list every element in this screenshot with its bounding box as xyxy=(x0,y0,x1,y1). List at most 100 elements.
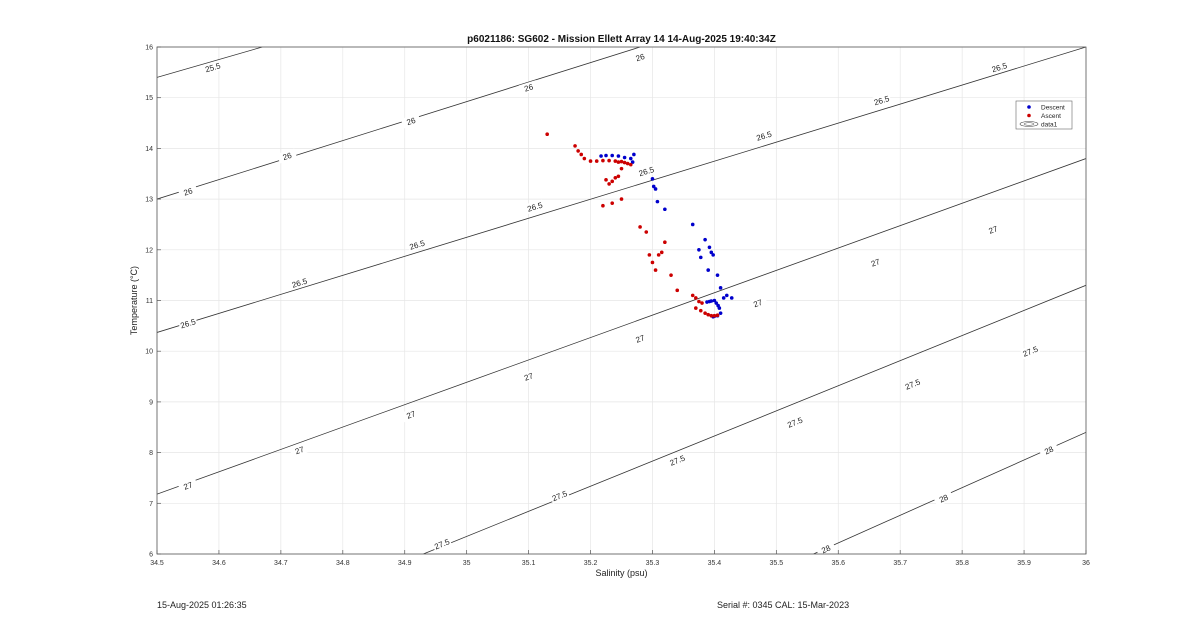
contour-label-bg xyxy=(518,80,539,96)
ascent-point xyxy=(601,203,605,208)
ascent-point xyxy=(669,273,673,277)
ascent-point xyxy=(619,166,624,171)
contour-label-bg xyxy=(177,477,199,494)
y-tick-label: 10 xyxy=(145,349,153,356)
descent-point xyxy=(616,154,621,158)
ascent-point xyxy=(604,178,608,182)
ascent-point xyxy=(616,174,621,179)
descent-point xyxy=(709,299,714,303)
x-tick-label: 35 xyxy=(463,560,471,567)
contour-label: 27 xyxy=(870,257,882,269)
ascent-point xyxy=(703,311,707,315)
ascent-point xyxy=(638,225,642,229)
contour-label-bg xyxy=(289,442,310,458)
ascent-point xyxy=(588,159,593,163)
descent-point xyxy=(698,255,703,260)
ascent-point xyxy=(622,160,627,165)
ascent-point xyxy=(700,301,704,305)
x-tick-label: 35.2 xyxy=(584,560,598,567)
contour-label: 26.5 xyxy=(526,200,544,213)
contour-label: 27 xyxy=(988,224,1000,236)
y-tick-label: 9 xyxy=(149,399,153,406)
contour-label-bg xyxy=(784,414,806,431)
footer-serial-cal: Serial #: 0345 CAL: 15-Mar-2023 xyxy=(717,600,850,610)
ascent-point xyxy=(610,201,615,205)
descent-point xyxy=(714,301,719,305)
contour-label-bg xyxy=(289,275,310,291)
ascent-point xyxy=(698,308,703,313)
x-tick-label: 35.8 xyxy=(955,560,969,567)
ascent-point xyxy=(659,250,664,255)
ascent-point xyxy=(607,158,611,163)
x-tick-label: 35.1 xyxy=(522,560,536,567)
contour-label: 25.5 xyxy=(204,61,222,74)
contour-label-bg xyxy=(431,535,453,552)
descent-point xyxy=(706,268,711,272)
contour-label-bg xyxy=(933,489,954,507)
contour-label: 26 xyxy=(282,151,294,162)
contour-label-bg xyxy=(989,59,1010,75)
density-contours: 25.5 26 26 26 26 26 26.5 26.5 26.5 26.5 26.5 26.5 26… xyxy=(157,47,1086,554)
descent-point xyxy=(729,296,734,300)
legend-marker-descent xyxy=(1027,105,1031,109)
ascent-point xyxy=(650,260,655,265)
ascent-point xyxy=(607,182,611,186)
y-tick-label: 6 xyxy=(149,552,153,559)
legend-entry-descent: Descent xyxy=(1041,104,1065,111)
legend-marker-ascent xyxy=(1027,113,1031,118)
contour-label: 27 xyxy=(182,480,194,492)
ascent-point xyxy=(601,158,605,163)
ascent-point xyxy=(709,313,714,318)
contour-label-bg xyxy=(276,148,298,164)
descent-point xyxy=(610,153,615,158)
contour-label-bg xyxy=(518,368,539,385)
contour-label-bg xyxy=(549,487,570,504)
x-tick-label: 34.6 xyxy=(212,560,226,567)
y-tick-label: 15 xyxy=(145,95,153,102)
x-tick-label: 35.7 xyxy=(893,560,907,567)
ascent-point xyxy=(613,176,618,180)
ascent-point xyxy=(644,230,649,234)
ascent-point xyxy=(579,152,584,157)
contour-label-bg xyxy=(629,49,651,65)
contour-label-bg xyxy=(902,376,923,393)
ascent-point xyxy=(712,313,717,318)
contour-label: 26.5 xyxy=(638,165,656,178)
ascent-point xyxy=(619,159,624,164)
descent-point xyxy=(717,306,722,310)
contour-label-bg xyxy=(1038,441,1060,459)
ascent-point xyxy=(690,293,695,298)
contour-label-bg xyxy=(982,221,1004,238)
contour-label-bg xyxy=(400,406,422,423)
ascent-point xyxy=(582,156,587,161)
contour-label-bg xyxy=(177,184,199,199)
contour-label-bg xyxy=(177,315,199,331)
ascent-point xyxy=(619,197,624,201)
descent-point xyxy=(715,273,720,277)
x-axis-label: Salinity (psu) xyxy=(595,568,647,578)
contour-label: 27 xyxy=(635,333,647,345)
ascent-point xyxy=(647,253,652,257)
ascent-point xyxy=(545,132,549,137)
ascent-point xyxy=(610,179,615,184)
contour-label-bg xyxy=(815,540,837,554)
contour-line-27-5 xyxy=(423,284,1086,554)
contour-label-bg xyxy=(407,237,428,253)
descent-point xyxy=(630,160,635,164)
chart-title: p6021186: SG602 - Mission Ellett Array 1… xyxy=(467,34,776,45)
y-tick-label: 12 xyxy=(145,247,153,254)
contour-label-bg xyxy=(865,254,886,271)
contour-label-bg xyxy=(747,295,768,311)
contour-label-bg xyxy=(753,128,775,144)
y-tick-label: 14 xyxy=(145,146,153,153)
descent-point xyxy=(604,153,608,158)
x-tick-label: 35.5 xyxy=(770,560,784,567)
ascent-point xyxy=(656,253,661,257)
contour-line-26 xyxy=(157,47,641,200)
ascent-point xyxy=(576,149,580,153)
y-tick-label: 8 xyxy=(149,450,153,457)
contour-label: 26 xyxy=(405,116,417,127)
descent-point xyxy=(718,311,723,315)
